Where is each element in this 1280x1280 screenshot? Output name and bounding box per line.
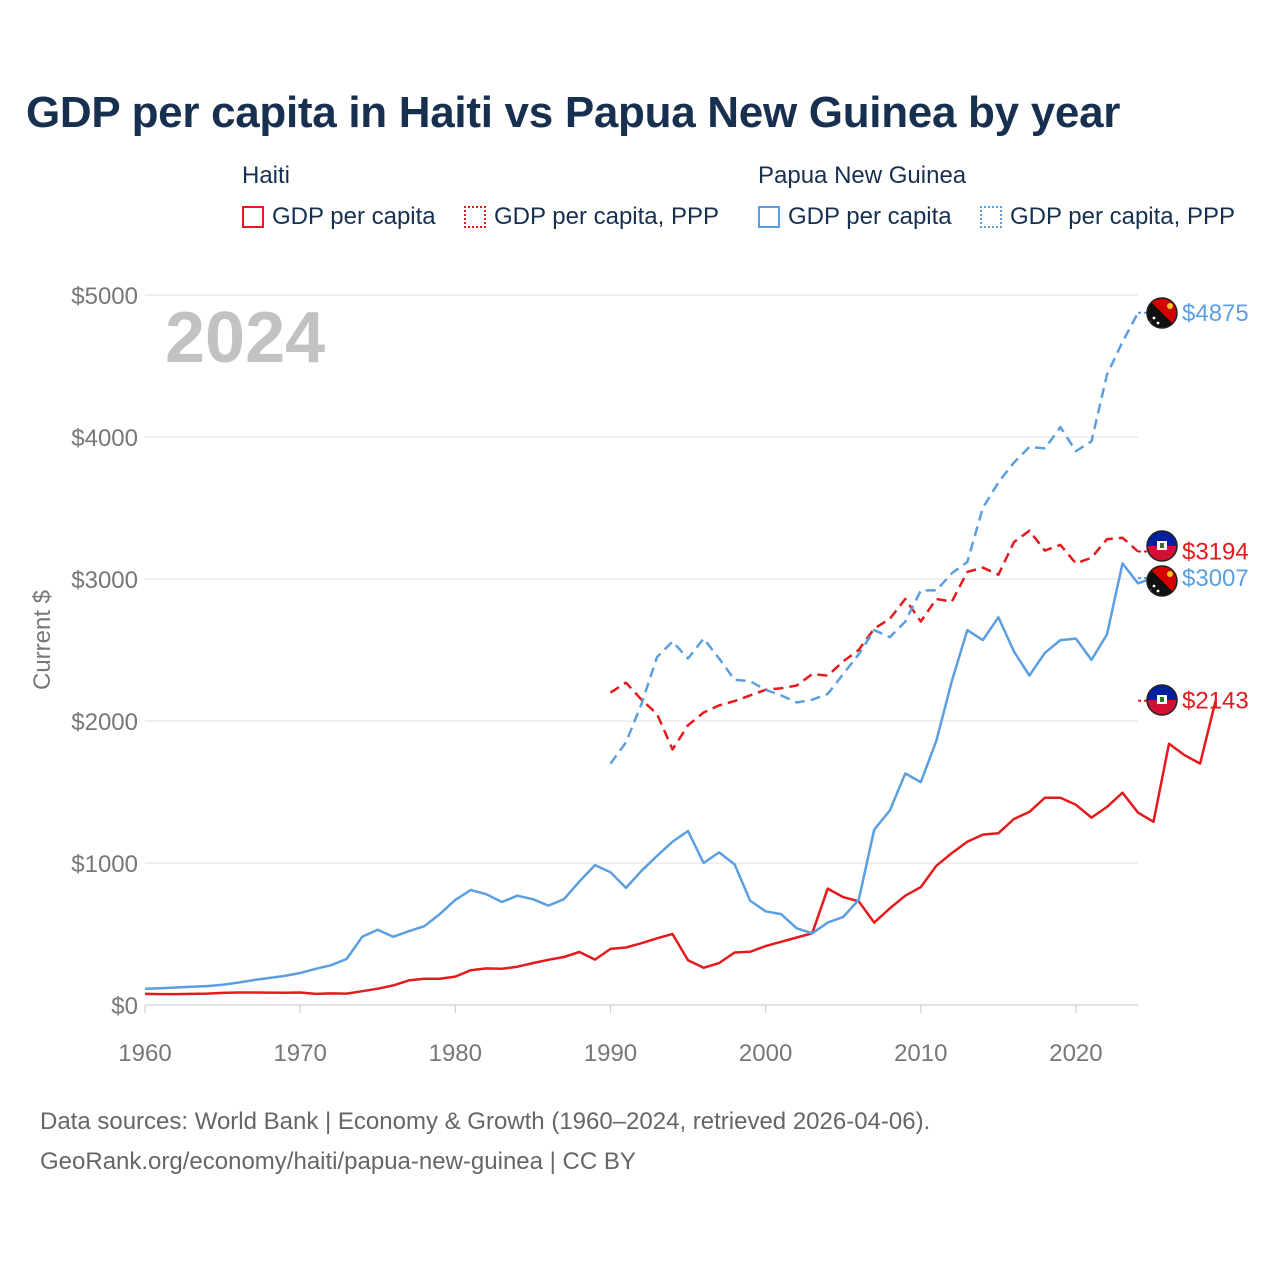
png-flag-icon: [1146, 565, 1178, 597]
y-axis-label: Current $: [29, 590, 56, 690]
x-tick-label: 1990: [584, 1040, 637, 1067]
legend-swatch-haiti-ppp: [464, 206, 486, 228]
end-value-label: $3007: [1182, 565, 1249, 592]
year-watermark: 2024: [165, 298, 325, 378]
y-tick-label: $5000: [71, 283, 138, 310]
x-tick-label: 2020: [1049, 1040, 1102, 1067]
legend-label-haiti-gdp: GDP per capita: [272, 203, 436, 230]
x-tick-label: 1980: [429, 1040, 482, 1067]
legend-label-png-ppp: GDP per capita, PPP: [1010, 203, 1235, 230]
x-tick-label: 1970: [273, 1040, 326, 1067]
chart-title: GDP per capita in Haiti vs Papua New Gui…: [26, 88, 1121, 137]
series-line-3: [609, 312, 1140, 765]
legend-png-ppp[interactable]: GDP per capita, PPP: [980, 203, 1235, 231]
legend-swatch-png-ppp: [980, 206, 1002, 228]
end-value-label: $2143: [1182, 688, 1249, 715]
series-line-0: [144, 700, 1217, 996]
haiti-flag-icon: [1146, 684, 1178, 716]
end-value-label: $3194: [1182, 538, 1249, 565]
legend-png-gdp[interactable]: GDP per capita: [758, 203, 952, 231]
legend-label-png-gdp: GDP per capita: [788, 203, 952, 230]
png-flag-icon: [1146, 297, 1178, 329]
y-tick-label: $3000: [71, 567, 138, 594]
series-line-1: [609, 529, 1139, 751]
legend-haiti-gdp[interactable]: GDP per capita: [242, 203, 436, 231]
series-line-2: [144, 562, 1154, 990]
legend-group-png: Papua New Guinea: [758, 162, 967, 189]
y-tick-label: $1000: [71, 851, 138, 878]
end-value-label: $4875: [1182, 300, 1249, 327]
x-tick-label: 2000: [739, 1040, 792, 1067]
y-tick-label: $2000: [71, 709, 138, 736]
legend-swatch-png-gdp: [758, 206, 780, 228]
x-tick-label: 2010: [894, 1040, 947, 1067]
y-tick-label: $0: [111, 993, 138, 1020]
source-line: Data sources: World Bank | Economy & Gro…: [40, 1108, 931, 1135]
x-tick-label: 1960: [118, 1040, 171, 1067]
legend-haiti-ppp[interactable]: GDP per capita, PPP: [464, 203, 719, 231]
legend-swatch-haiti-gdp: [242, 206, 264, 228]
haiti-flag-icon: [1146, 530, 1178, 562]
source-url-line: GeoRank.org/economy/haiti/papua-new-guin…: [40, 1148, 636, 1175]
legend-group-haiti: Haiti: [242, 162, 291, 189]
y-tick-label: $4000: [71, 425, 138, 452]
legend-label-haiti-ppp: GDP per capita, PPP: [494, 203, 719, 230]
